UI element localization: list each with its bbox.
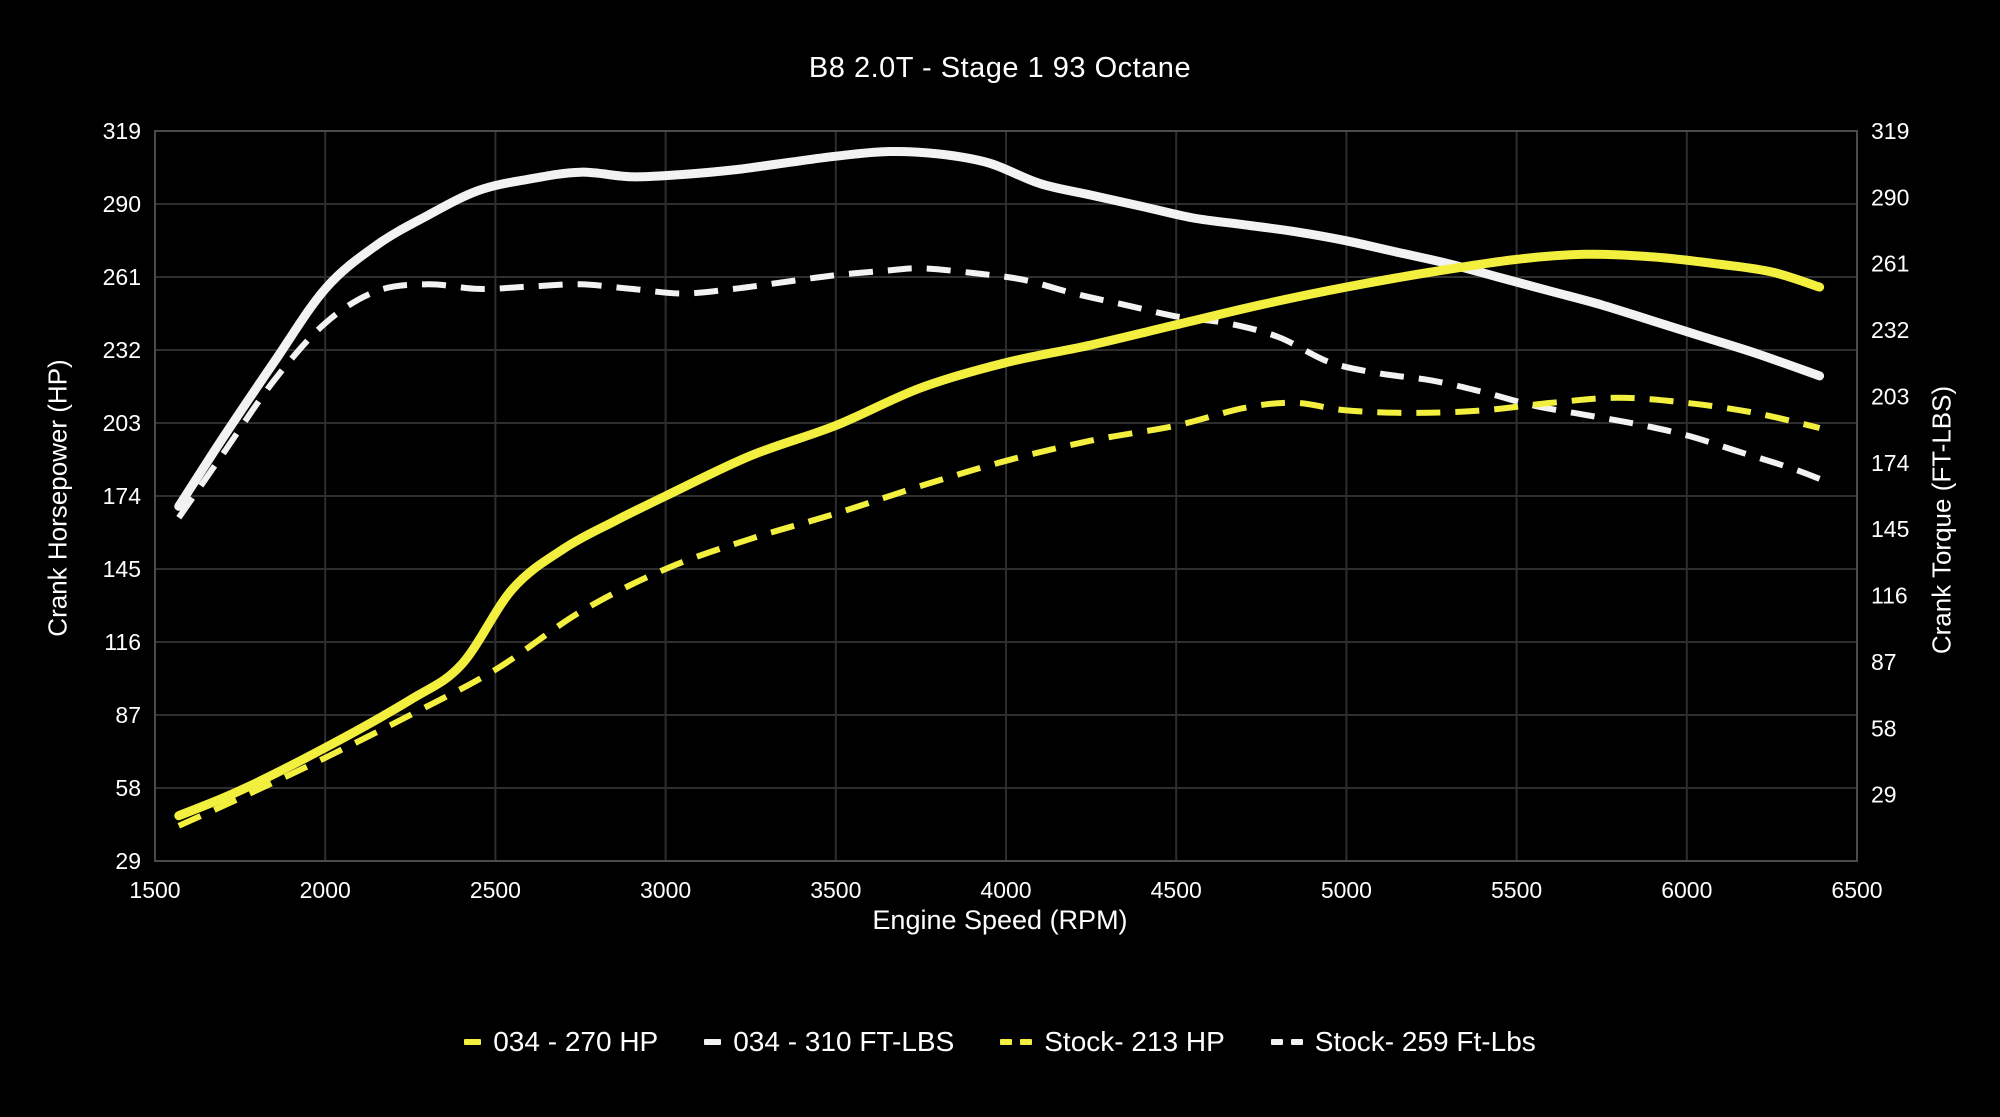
plot-border <box>154 130 1858 862</box>
legend-item-stock-tq: Stock- 259 Ft-Lbs <box>1270 1026 1536 1058</box>
right-tick-label: 29 <box>1871 782 1897 808</box>
right-tick-label: 261 <box>1871 251 1909 277</box>
x-tick-label: 2000 <box>300 877 351 903</box>
legend-label: 034 - 270 HP <box>493 1026 659 1057</box>
legend-item-034-hp: 034 - 270 HP <box>464 1026 658 1058</box>
right-tick-label: 290 <box>1871 184 1909 210</box>
right-tick-label: 87 <box>1871 649 1897 675</box>
x-tick-label: 3500 <box>810 877 861 903</box>
legend-item-034-tq: 034 - 310 FT-LBS <box>704 1026 954 1058</box>
left-tick-label: 290 <box>103 191 141 217</box>
right-tick-label: 232 <box>1871 317 1909 343</box>
right-tick-label: 174 <box>1871 450 1910 476</box>
chart-title: B8 2.0T - Stage 1 93 Octane <box>808 52 1192 84</box>
left-tick-label: 319 <box>103 118 141 144</box>
dashed-line-swatch-icon <box>1000 1039 1033 1045</box>
x-tick-label: 6000 <box>1661 877 1712 903</box>
left-tick-label: 58 <box>115 775 141 801</box>
x-tick-label: 2500 <box>470 877 521 903</box>
left-tick-label: 116 <box>104 629 141 655</box>
solid-line-swatch-icon <box>704 1039 722 1045</box>
curve-stock-hp <box>177 394 1821 829</box>
x-tick-label: 3000 <box>640 877 691 903</box>
right-tick-label: 58 <box>1871 715 1897 741</box>
right-tick-label: 203 <box>1871 383 1909 409</box>
legend-label: Stock- 213 HP <box>1044 1026 1225 1057</box>
x-tick-label: 5000 <box>1321 877 1372 903</box>
curve-034-tq <box>174 147 1825 511</box>
right-tick-label: 319 <box>1871 118 1909 144</box>
x-axis-title: Engine Speed (RPM) <box>872 905 1128 935</box>
legend-label: 034 - 310 FT-LBS <box>733 1026 955 1057</box>
left-tick-label: 29 <box>115 848 141 874</box>
curve-034-hp <box>174 249 1825 821</box>
dashed-line-swatch-icon <box>1270 1039 1303 1045</box>
x-tick-label: 1500 <box>129 877 180 903</box>
x-tick-label: 5500 <box>1491 877 1542 903</box>
legend: 034 - 270 HP 034 - 310 FT-LBS Stock- 213 H… <box>0 1026 2000 1058</box>
left-tick-label: 203 <box>103 410 141 436</box>
left-tick-label: 87 <box>115 702 141 728</box>
legend-label: Stock- 259 Ft-Lbs <box>1314 1026 1536 1057</box>
right-tick-label: 145 <box>1871 516 1909 542</box>
left-tick-label: 261 <box>103 264 141 290</box>
solid-line-swatch-icon <box>464 1039 482 1045</box>
x-tick-label: 6500 <box>1831 877 1882 903</box>
left-tick-label: 145 <box>103 556 141 582</box>
x-tick-label: 4500 <box>1151 877 1202 903</box>
left-tick-label: 232 <box>103 337 141 363</box>
legend-item-stock-hp: Stock- 213 HP <box>1000 1026 1225 1058</box>
x-tick-label: 4000 <box>980 877 1031 903</box>
left-tick-label: 174 <box>103 483 142 509</box>
curve-stock-tq <box>176 265 1821 520</box>
right-tick-label: 116 <box>1871 583 1908 609</box>
